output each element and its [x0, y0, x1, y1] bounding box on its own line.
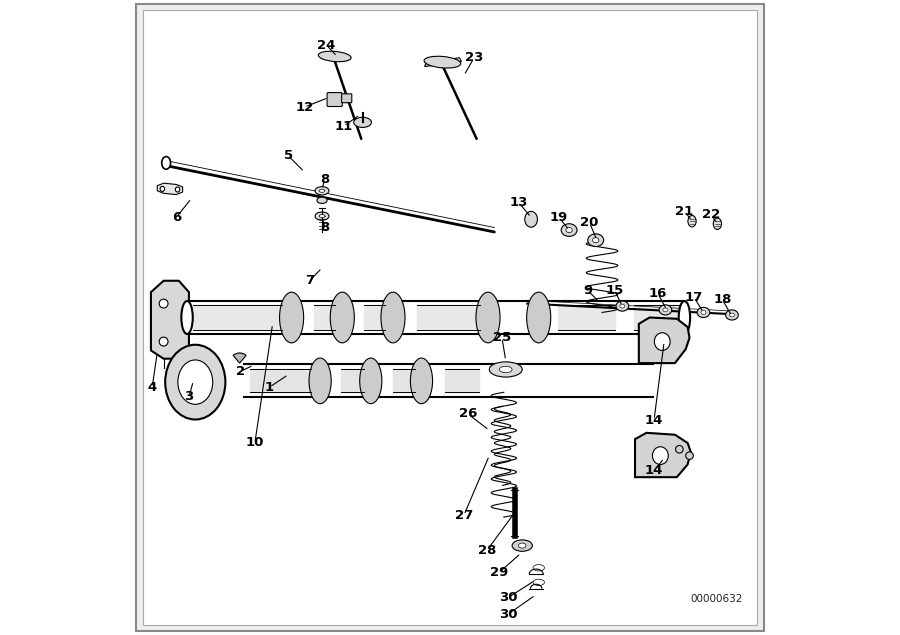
FancyBboxPatch shape — [342, 94, 352, 103]
Ellipse shape — [319, 51, 351, 62]
Ellipse shape — [159, 337, 168, 346]
Ellipse shape — [652, 447, 669, 464]
Ellipse shape — [679, 301, 690, 334]
Ellipse shape — [688, 215, 697, 227]
Ellipse shape — [725, 310, 738, 320]
Ellipse shape — [315, 212, 329, 220]
Ellipse shape — [309, 358, 331, 404]
Text: 2: 2 — [237, 365, 246, 378]
Ellipse shape — [714, 218, 722, 229]
Text: 26: 26 — [459, 407, 477, 420]
Ellipse shape — [659, 305, 671, 315]
Ellipse shape — [701, 311, 706, 314]
Text: 11: 11 — [335, 119, 353, 133]
Ellipse shape — [676, 446, 683, 453]
Text: 6: 6 — [172, 211, 181, 224]
Polygon shape — [635, 433, 691, 477]
Ellipse shape — [410, 358, 433, 404]
Text: 24: 24 — [318, 39, 336, 51]
Ellipse shape — [686, 452, 693, 460]
Ellipse shape — [360, 358, 382, 404]
Ellipse shape — [166, 345, 225, 420]
Ellipse shape — [424, 57, 461, 68]
Ellipse shape — [654, 333, 670, 351]
Text: 16: 16 — [649, 287, 667, 300]
Ellipse shape — [518, 543, 526, 548]
Text: 22: 22 — [702, 208, 720, 222]
Polygon shape — [639, 318, 689, 363]
Ellipse shape — [620, 304, 625, 308]
Text: 21: 21 — [675, 204, 694, 218]
Ellipse shape — [526, 292, 551, 343]
Ellipse shape — [566, 227, 572, 232]
Text: 27: 27 — [454, 509, 473, 522]
Text: 18: 18 — [714, 293, 732, 306]
Text: 1: 1 — [265, 381, 274, 394]
Ellipse shape — [476, 292, 500, 343]
Text: 17: 17 — [685, 291, 703, 304]
Ellipse shape — [181, 301, 193, 334]
FancyBboxPatch shape — [327, 93, 342, 107]
Text: 14: 14 — [644, 413, 663, 427]
Text: 23: 23 — [465, 51, 483, 64]
Ellipse shape — [176, 187, 180, 192]
Text: 8: 8 — [320, 173, 329, 186]
Ellipse shape — [320, 215, 325, 218]
Polygon shape — [158, 183, 183, 194]
Wedge shape — [233, 353, 247, 363]
Text: 12: 12 — [295, 100, 313, 114]
Text: 7: 7 — [305, 274, 314, 287]
Ellipse shape — [317, 197, 327, 203]
Text: 9: 9 — [583, 284, 593, 297]
Ellipse shape — [315, 187, 329, 195]
Ellipse shape — [592, 237, 598, 243]
Ellipse shape — [178, 360, 212, 404]
Text: 14: 14 — [644, 464, 663, 478]
Text: 3: 3 — [184, 390, 194, 403]
Ellipse shape — [159, 299, 168, 308]
Text: 4: 4 — [148, 381, 157, 394]
Ellipse shape — [500, 366, 512, 373]
Ellipse shape — [354, 117, 372, 128]
Text: 28: 28 — [478, 544, 496, 557]
Text: 10: 10 — [246, 436, 264, 450]
Text: 15: 15 — [606, 284, 624, 297]
Text: 00000632: 00000632 — [690, 594, 742, 605]
Ellipse shape — [588, 234, 604, 246]
Ellipse shape — [320, 189, 325, 192]
Text: 29: 29 — [491, 566, 508, 578]
Ellipse shape — [616, 301, 629, 311]
Text: 13: 13 — [509, 196, 527, 209]
Text: 8: 8 — [320, 221, 329, 234]
FancyBboxPatch shape — [143, 10, 757, 625]
Ellipse shape — [490, 362, 522, 377]
Polygon shape — [151, 281, 189, 359]
Text: 19: 19 — [550, 211, 568, 224]
Ellipse shape — [663, 308, 668, 312]
Text: 20: 20 — [580, 216, 598, 229]
Ellipse shape — [330, 292, 355, 343]
Ellipse shape — [562, 224, 577, 236]
Text: 30: 30 — [499, 591, 517, 604]
Text: 5: 5 — [284, 149, 293, 163]
FancyBboxPatch shape — [137, 4, 763, 631]
Ellipse shape — [525, 211, 537, 227]
Ellipse shape — [162, 157, 171, 170]
Ellipse shape — [160, 186, 165, 191]
Ellipse shape — [280, 292, 303, 343]
Ellipse shape — [698, 307, 710, 318]
Polygon shape — [425, 58, 462, 67]
Text: 30: 30 — [499, 608, 517, 620]
Ellipse shape — [512, 540, 533, 551]
Ellipse shape — [729, 313, 734, 317]
Ellipse shape — [381, 292, 405, 343]
Text: 25: 25 — [493, 331, 511, 344]
